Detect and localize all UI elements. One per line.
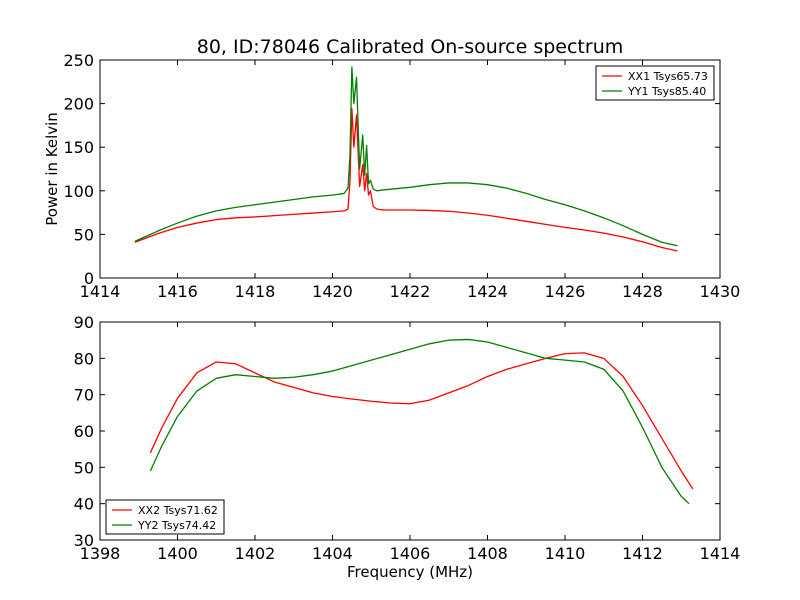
bottom-series-line-1 [149, 352, 694, 490]
top-x-tick-label: 1416 [157, 282, 198, 301]
bottom-x-axis-title: Frequency (MHz) [347, 563, 473, 581]
top-y-tick-label: 100 [63, 182, 94, 201]
top-legend-label-2: YY1 Tsys85.40 [627, 85, 706, 98]
bottom-y-tick-label: 90 [74, 313, 94, 332]
top-legend: XX1 Tsys65.73 YY1 Tsys85.40 [595, 65, 715, 101]
bottom-x-tick-label: 1400 [157, 544, 198, 563]
bottom-x-tick-label: 1404 [312, 544, 353, 563]
bottom-x-tick-label: 1406 [390, 544, 431, 563]
bottom-x-tick-label: 1412 [622, 544, 663, 563]
top-y-tick-label: 200 [63, 95, 94, 114]
top-x-tick-label: 1424 [467, 282, 508, 301]
bottom-legend: XX2 Tsys71.62 YY2 Tsys74.42 [105, 499, 225, 535]
top-x-tick-label: 1422 [390, 282, 431, 301]
top-x-tick-label: 1426 [545, 282, 586, 301]
bottom-panel: 1398 1400 1402 1404 1406 1408 1410 1412 1414 30 40… [74, 313, 741, 563]
bottom-legend-label-2: YY2 Tsys74.42 [137, 519, 216, 532]
bottom-y-tick-label: 30 [74, 531, 94, 550]
top-y-tick-label: 0 [84, 269, 94, 288]
bottom-legend-label-1: XX2 Tsys71.62 [138, 504, 218, 517]
bottom-y-tick-label: 60 [74, 422, 94, 441]
bottom-x-tick-label: 1398 [80, 544, 121, 563]
top-legend-box [595, 65, 715, 101]
top-x-tick-label: 1430 [700, 282, 741, 301]
bottom-x-tick-label: 1410 [545, 544, 586, 563]
bottom-y-tick-label: 80 [74, 349, 94, 368]
top-x-tick-label: 1428 [622, 282, 663, 301]
chart-title: 80, ID:78046 Calibrated On-source spectr… [197, 36, 624, 58]
bottom-y-tick-label: 50 [74, 458, 94, 477]
top-series-line-1 [134, 108, 678, 252]
top-legend-label-1: XX1 Tsys65.73 [628, 70, 708, 83]
top-y-tick-label: 150 [63, 138, 94, 157]
top-series-line-2 [134, 66, 678, 247]
top-x-tick-label: 1418 [235, 282, 276, 301]
bottom-y-tick-label: 70 [74, 386, 94, 405]
bottom-x-tick-label: 1402 [235, 544, 276, 563]
top-x-tick-label: 1414 [80, 282, 121, 301]
top-y-tick-label: 50 [74, 225, 94, 244]
top-y-axis-title: Power in Kelvin [43, 112, 61, 226]
bottom-x-tick-label: 1414 [700, 544, 741, 563]
top-panel: 1414 1416 1418 1420 1422 1424 1426 1428 1430 0 50 1… [63, 51, 740, 301]
bottom-x-tick-label: 1408 [467, 544, 508, 563]
top-y-tick-label: 250 [63, 51, 94, 70]
bottom-legend-box [105, 499, 225, 535]
bottom-series-line-2 [149, 338, 690, 505]
bottom-y-tick-label: 40 [74, 495, 94, 514]
top-x-tick-label: 1420 [312, 282, 353, 301]
